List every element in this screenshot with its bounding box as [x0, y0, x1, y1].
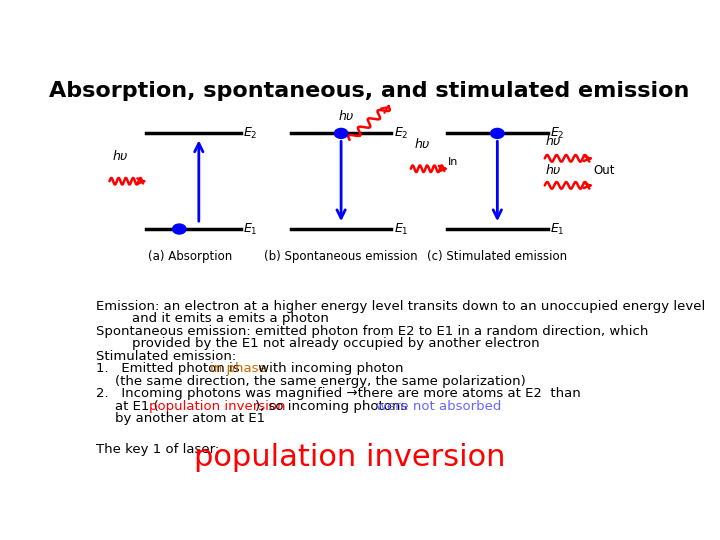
- Circle shape: [173, 224, 186, 234]
- Text: $E_1$: $E_1$: [243, 221, 258, 237]
- Text: at E1 (: at E1 (: [115, 400, 159, 413]
- Text: Spontaneous emission: emitted photon from E2 to E1 in a random direction, which: Spontaneous emission: emitted photon fro…: [96, 325, 648, 338]
- Text: In: In: [449, 157, 459, 167]
- Text: population inversion: population inversion: [194, 443, 506, 472]
- Text: (c) Stimulated emission: (c) Stimulated emission: [427, 250, 567, 263]
- Text: $h\upsilon$: $h\upsilon$: [545, 163, 562, 177]
- Text: 2.   Incoming photons was magnified →there are more atoms at E2  than: 2. Incoming photons was magnified →there…: [96, 387, 580, 400]
- Text: Emission: an electron at a higher energy level transits down to an unoccupied en: Emission: an electron at a higher energy…: [96, 300, 705, 313]
- Text: with incoming photon: with incoming photon: [254, 362, 404, 375]
- Text: population inversion: population inversion: [149, 400, 286, 413]
- Text: Out: Out: [593, 164, 615, 177]
- Text: Absorption, spontaneous, and stimulated emission: Absorption, spontaneous, and stimulated …: [49, 82, 689, 102]
- Text: Stimulated emission:: Stimulated emission:: [96, 349, 236, 363]
- Text: $E_1$: $E_1$: [550, 221, 565, 237]
- Circle shape: [490, 129, 504, 138]
- Text: $E_1$: $E_1$: [394, 221, 409, 237]
- Text: (a) Absorption: (a) Absorption: [148, 250, 233, 263]
- Text: $h\upsilon$: $h\upsilon$: [414, 137, 431, 151]
- Text: $h\upsilon$: $h\upsilon$: [112, 148, 129, 163]
- Text: ), so incoming photons: ), so incoming photons: [255, 400, 411, 413]
- Text: (b) Spontaneous emission: (b) Spontaneous emission: [264, 250, 418, 263]
- Text: The key 1 of laser:: The key 1 of laser:: [96, 443, 223, 456]
- Text: (the same direction, the same energy, the same polarization): (the same direction, the same energy, th…: [115, 375, 526, 388]
- Text: $E_2$: $E_2$: [550, 126, 565, 141]
- Text: in phase: in phase: [210, 362, 267, 375]
- Text: $E_2$: $E_2$: [243, 126, 258, 141]
- Text: $h\upsilon$: $h\upsilon$: [338, 109, 355, 123]
- Text: $E_2$: $E_2$: [394, 126, 409, 141]
- Circle shape: [334, 129, 348, 138]
- Text: $h\upsilon$: $h\upsilon$: [545, 134, 562, 148]
- Text: 1.   Emitted photon is: 1. Emitted photon is: [96, 362, 243, 375]
- Text: and it emits a emits a photon: and it emits a emits a photon: [132, 312, 329, 325]
- Text: by another atom at E1: by another atom at E1: [115, 412, 265, 425]
- Text: provided by the E1 not already occupied by another electron: provided by the E1 not already occupied …: [132, 337, 539, 350]
- Text: were not absorbed: were not absorbed: [376, 400, 501, 413]
